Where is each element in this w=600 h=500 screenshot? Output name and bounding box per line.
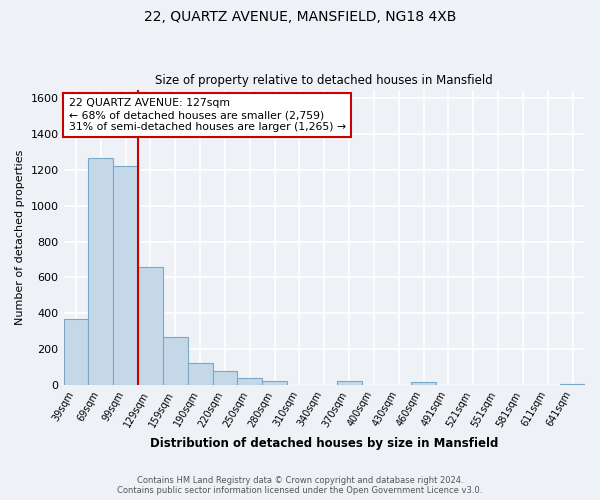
Bar <box>212 372 238 384</box>
X-axis label: Distribution of detached houses by size in Mansfield: Distribution of detached houses by size … <box>150 437 499 450</box>
Bar <box>262 381 287 384</box>
Bar <box>188 363 212 384</box>
Bar <box>337 381 362 384</box>
Text: Contains HM Land Registry data © Crown copyright and database right 2024.
Contai: Contains HM Land Registry data © Crown c… <box>118 476 482 495</box>
Y-axis label: Number of detached properties: Number of detached properties <box>15 150 25 325</box>
Text: 22 QUARTZ AVENUE: 127sqm
← 68% of detached houses are smaller (2,759)
31% of sem: 22 QUARTZ AVENUE: 127sqm ← 68% of detach… <box>69 98 346 132</box>
Bar <box>411 382 436 384</box>
Bar <box>163 338 188 384</box>
Bar <box>113 166 138 384</box>
Bar <box>238 378 262 384</box>
Bar <box>88 158 113 384</box>
Text: 22, QUARTZ AVENUE, MANSFIELD, NG18 4XB: 22, QUARTZ AVENUE, MANSFIELD, NG18 4XB <box>144 10 456 24</box>
Bar <box>138 266 163 384</box>
Bar <box>64 318 88 384</box>
Title: Size of property relative to detached houses in Mansfield: Size of property relative to detached ho… <box>155 74 493 87</box>
